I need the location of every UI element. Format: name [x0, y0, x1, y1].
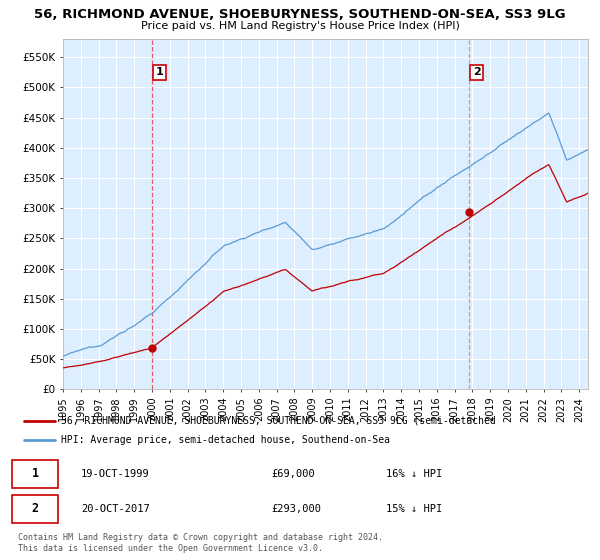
- FancyBboxPatch shape: [12, 495, 58, 522]
- Text: 19-OCT-1999: 19-OCT-1999: [81, 469, 150, 479]
- FancyBboxPatch shape: [12, 460, 58, 488]
- Point: [147, 343, 157, 352]
- Text: Price paid vs. HM Land Registry's House Price Index (HPI): Price paid vs. HM Land Registry's House …: [140, 21, 460, 31]
- Text: 2: 2: [31, 502, 38, 515]
- Text: 56, RICHMOND AVENUE, SHOEBURYNESS, SOUTHEND-ON-SEA, SS3 9LG (semi-detached: 56, RICHMOND AVENUE, SHOEBURYNESS, SOUTH…: [61, 416, 496, 426]
- Text: 2: 2: [473, 67, 481, 77]
- Text: This data is licensed under the Open Government Licence v3.0.: This data is licensed under the Open Gov…: [18, 544, 323, 553]
- Point: [464, 208, 474, 217]
- Text: £293,000: £293,000: [271, 504, 321, 514]
- Text: 15% ↓ HPI: 15% ↓ HPI: [386, 504, 443, 514]
- Text: 16% ↓ HPI: 16% ↓ HPI: [386, 469, 443, 479]
- Text: 1: 1: [155, 67, 163, 77]
- Text: £69,000: £69,000: [271, 469, 315, 479]
- Text: HPI: Average price, semi-detached house, Southend-on-Sea: HPI: Average price, semi-detached house,…: [61, 435, 390, 445]
- Text: 56, RICHMOND AVENUE, SHOEBURYNESS, SOUTHEND-ON-SEA, SS3 9LG: 56, RICHMOND AVENUE, SHOEBURYNESS, SOUTH…: [34, 8, 566, 21]
- Text: 20-OCT-2017: 20-OCT-2017: [81, 504, 150, 514]
- Text: 1: 1: [31, 468, 38, 480]
- Text: Contains HM Land Registry data © Crown copyright and database right 2024.: Contains HM Land Registry data © Crown c…: [18, 533, 383, 542]
